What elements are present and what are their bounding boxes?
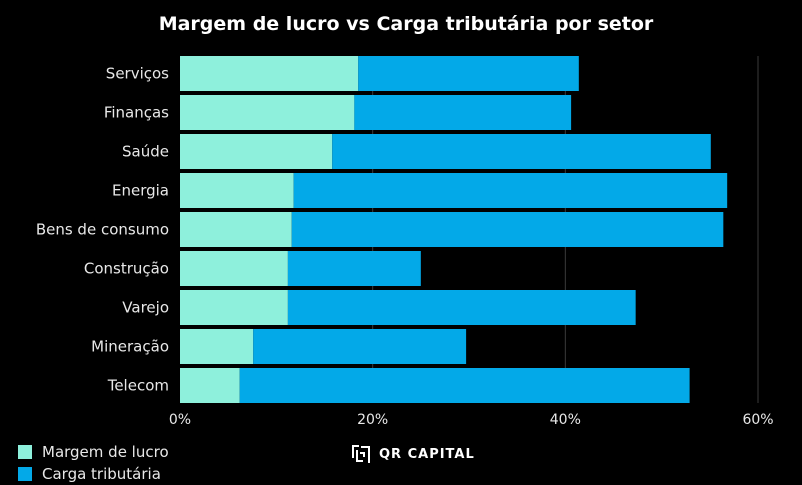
category-label-telecom: Telecom [107, 377, 169, 395]
legend-item-carga: Carga tributária [18, 463, 169, 485]
bar-mineracao-carga-tributaria [253, 329, 467, 364]
bar-energia-margem-de-lucro [180, 173, 294, 208]
legend-label-margem: Margem de lucro [42, 443, 169, 461]
x-tick-label-0: 0% [169, 412, 191, 428]
brand-logo: QR CAPITAL [350, 443, 475, 465]
category-label-energia: Energia [112, 182, 169, 200]
bar-saude-margem-de-lucro [180, 134, 333, 169]
bar-telecom-carga-tributaria [239, 368, 690, 403]
x-axis-ticks: 0% 20% 40% 60% [169, 412, 774, 428]
qr-capital-logo-icon [352, 445, 370, 463]
stacked-bar-chart: Margem de lucro vs Carga tributária por … [36, 13, 774, 428]
x-tick-label-40: 40% [550, 412, 581, 428]
chart-title: Margem de lucro vs Carga tributária por … [159, 13, 654, 35]
bar-construcao-margem-de-lucro [180, 251, 288, 286]
bar-servicos-margem-de-lucro [180, 56, 359, 91]
brand-name: QR CAPITAL [379, 446, 475, 462]
legend-swatch-carga [18, 467, 32, 481]
bar-energia-carga-tributaria [293, 173, 728, 208]
bar-servicos-carga-tributaria [358, 56, 579, 91]
x-tick-label-60: 60% [742, 412, 773, 428]
category-label-financas: Finanças [104, 104, 169, 122]
category-label-mineracao: Mineração [91, 338, 169, 356]
bar-telecom-margem-de-lucro [180, 368, 240, 403]
legend-item-margem: Margem de lucro [18, 441, 169, 463]
x-tick-label-20: 20% [357, 412, 388, 428]
legend: Margem de lucro Carga tributária [18, 441, 169, 485]
category-label-construcao: Construção [84, 260, 169, 278]
category-label-servicos: Serviços [106, 65, 169, 83]
category-labels: Serviços Finanças Saúde Energia Bens de cons… [36, 65, 169, 395]
bar-varejo-margem-de-lucro [180, 290, 288, 325]
bar-mineracao-margem-de-lucro [180, 329, 254, 364]
bar-bens-de-consumo-margem-de-lucro [180, 212, 292, 247]
bar-varejo-carga-tributaria [287, 290, 636, 325]
category-label-varejo: Varejo [122, 299, 169, 317]
bar-financas-margem-de-lucro [180, 95, 355, 130]
legend-swatch-margem [18, 445, 32, 459]
category-label-saude: Saúde [122, 143, 169, 161]
legend-label-carga: Carga tributária [42, 465, 161, 483]
bar-financas-carga-tributaria [354, 95, 572, 130]
bar-saude-carga-tributaria [332, 134, 711, 169]
bar-bens-de-consumo-carga-tributaria [291, 212, 724, 247]
category-label-bens-de-consumo: Bens de consumo [36, 221, 169, 239]
bar-construcao-carga-tributaria [287, 251, 421, 286]
bars [180, 56, 728, 403]
